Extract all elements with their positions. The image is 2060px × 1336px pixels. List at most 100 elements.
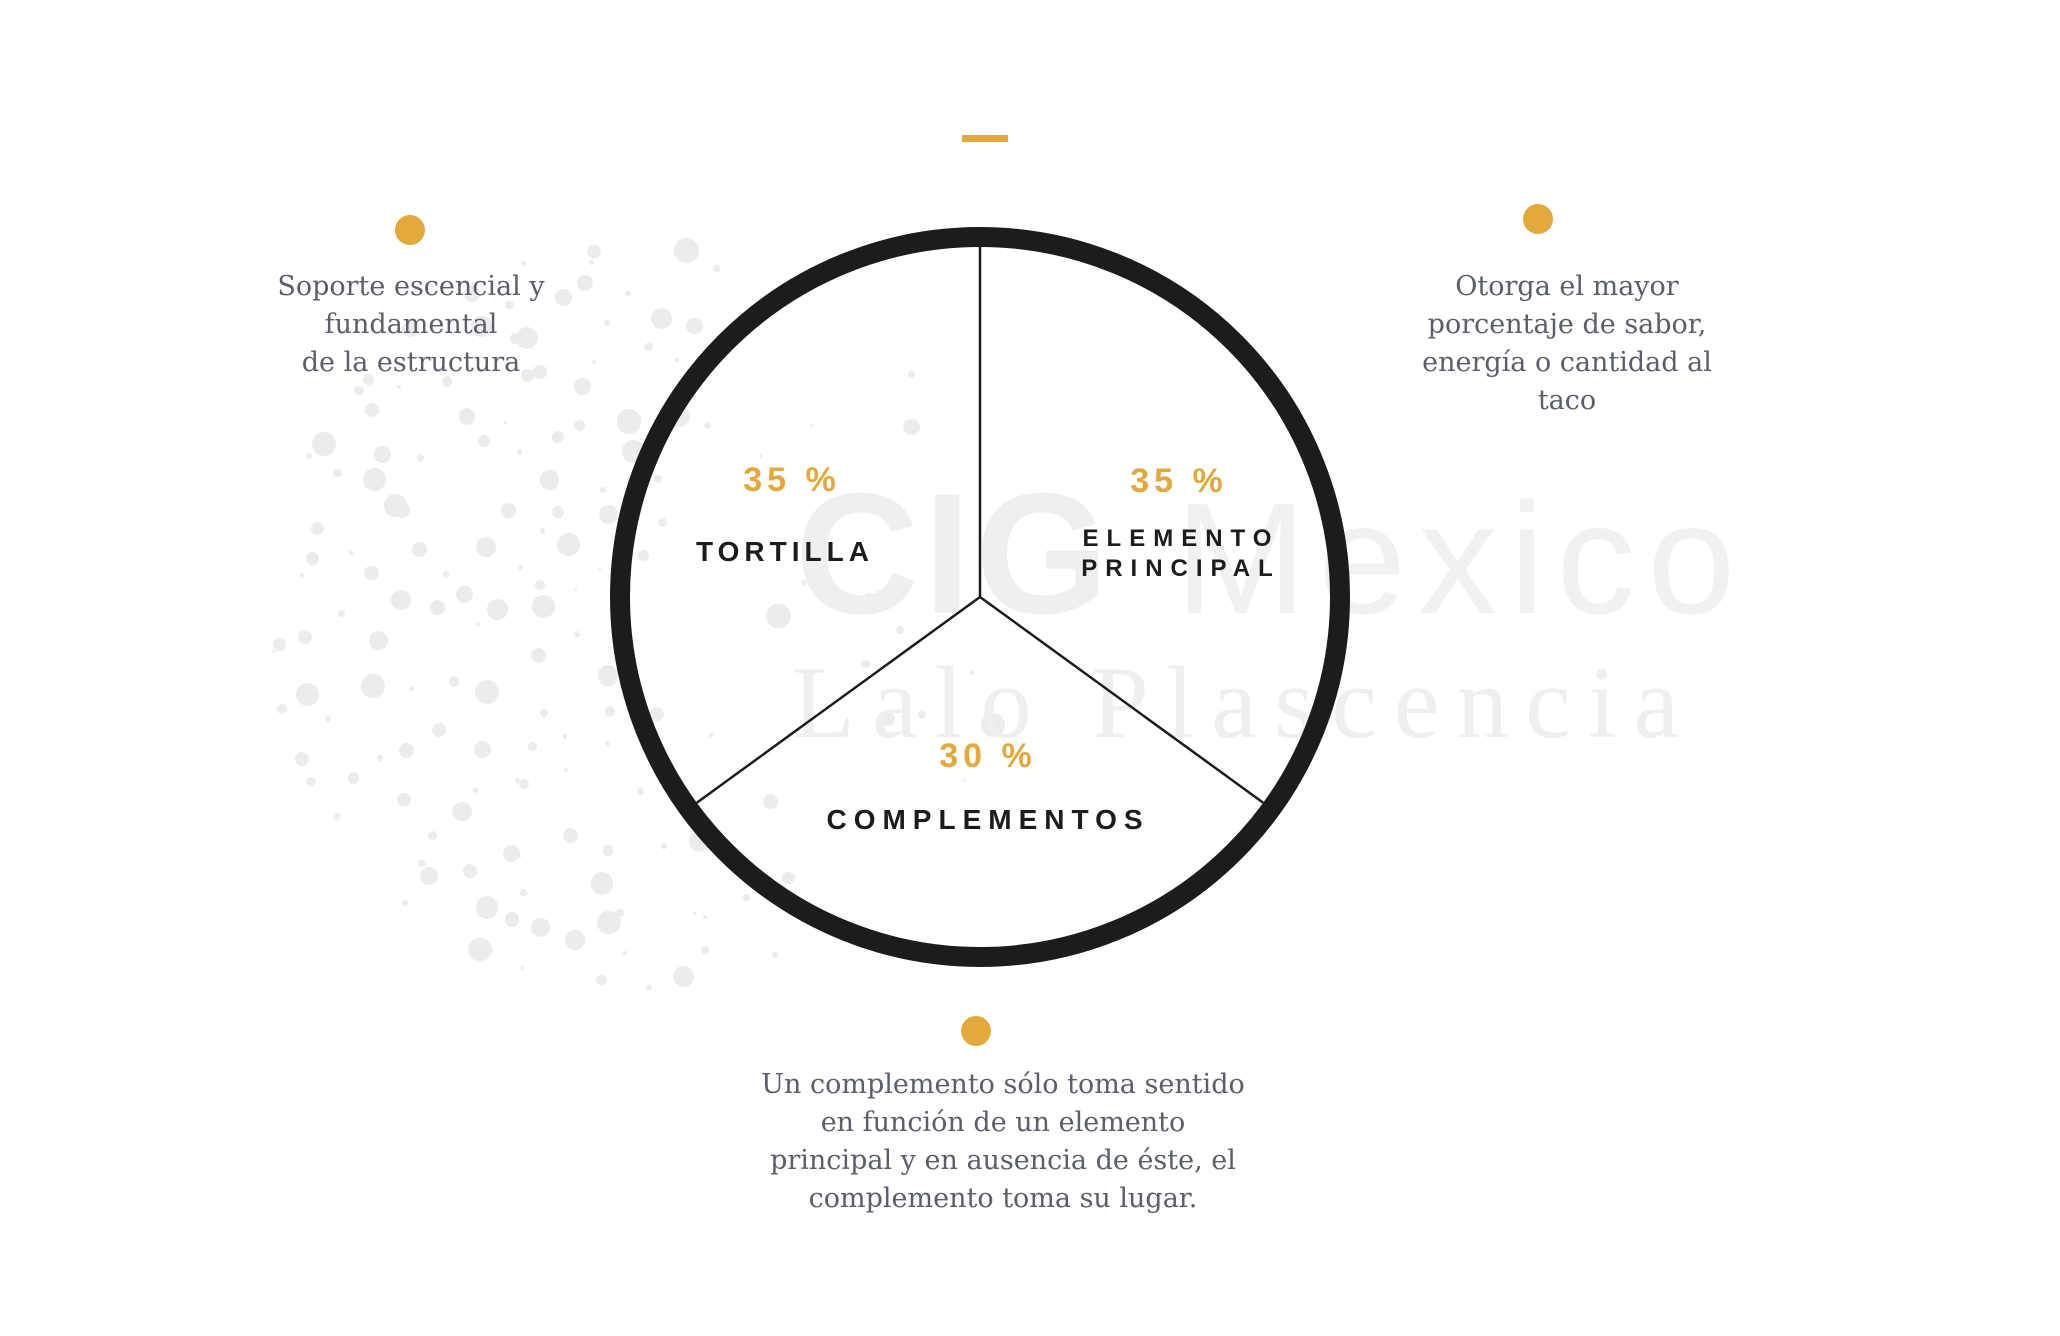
decor-dot	[501, 502, 517, 518]
decor-dot	[616, 409, 641, 434]
decor-dot	[535, 580, 546, 590]
decor-dot	[743, 894, 751, 901]
decor-dot	[908, 371, 915, 378]
decor-dot	[476, 622, 480, 627]
decor-dot	[295, 752, 310, 766]
decor-dot	[364, 403, 379, 418]
decor-dot	[782, 871, 795, 885]
watermark-cig-text: CIG	[795, 458, 1113, 650]
decor-dot	[272, 649, 276, 654]
decor-dot	[637, 550, 649, 561]
decor-dot	[675, 357, 680, 362]
decor-dot	[456, 585, 474, 603]
decor-dot	[700, 946, 709, 955]
decor-dot	[772, 952, 778, 958]
decor-dot	[762, 793, 778, 809]
decor-dot	[555, 289, 572, 306]
complementos-segment-label: COMPLEMENTOS	[826, 804, 1150, 835]
decor-dot	[599, 504, 619, 524]
decor-dot	[564, 768, 569, 773]
decor-dot	[563, 828, 579, 844]
watermark-brand: CIG Mexico	[795, 468, 1747, 640]
decor-dot	[520, 966, 525, 970]
decor-dot	[970, 671, 975, 675]
decor-dot	[551, 430, 564, 443]
bullet-dot-tortilla	[395, 215, 425, 245]
decor-dot	[419, 866, 438, 886]
decor-dot	[880, 712, 895, 727]
decor-dot	[758, 453, 763, 458]
complementos-annotation: Un complemento sólo toma sentido en func…	[761, 1069, 1245, 1214]
decor-dot	[306, 453, 312, 459]
decor-dot	[520, 889, 527, 896]
decor-dot	[603, 319, 611, 327]
decor-dot	[528, 741, 538, 751]
decor-dot	[587, 244, 601, 259]
decor-dot	[588, 260, 595, 266]
decor-dot	[989, 525, 1008, 544]
decor-dot	[597, 910, 621, 935]
decor-dot	[650, 308, 672, 329]
decor-dot	[504, 912, 520, 927]
decor-dot	[360, 673, 385, 698]
decor-dot	[597, 567, 601, 571]
pie-divider-right	[979, 595, 1264, 804]
bullet-dot-elemento-principal	[1523, 204, 1553, 234]
decor-dot	[520, 260, 527, 267]
decor-dot	[409, 686, 414, 692]
decor-dot	[704, 422, 712, 429]
decor-dot	[521, 369, 534, 382]
decor-dot	[540, 709, 548, 717]
decor-dot	[573, 631, 580, 638]
decor-dot	[296, 682, 320, 707]
decor-dot	[600, 486, 607, 493]
decor-dot	[673, 965, 695, 987]
decor-dot	[963, 778, 967, 782]
decor-dot	[467, 367, 472, 372]
decor-dot	[442, 570, 450, 578]
decor-dot	[305, 552, 320, 566]
decor-dot	[504, 420, 508, 424]
bullet-dot-complementos	[961, 1016, 991, 1046]
decor-dot	[903, 418, 920, 436]
decor-dot	[364, 565, 379, 581]
decor-dot	[463, 863, 478, 878]
decor-dot	[539, 470, 560, 490]
decor-dot	[709, 733, 713, 737]
pie-divider-left	[696, 595, 981, 804]
decor-dot	[604, 740, 610, 746]
decor-dot	[448, 676, 460, 688]
decor-dot	[590, 872, 614, 895]
decor-dot	[475, 536, 496, 557]
decor-dot	[487, 599, 509, 620]
decor-dot	[468, 937, 492, 962]
decor-dot	[300, 573, 304, 577]
decor-dot	[354, 385, 364, 396]
decor-dot	[636, 787, 645, 796]
decor-dot	[980, 712, 1006, 738]
decor-dot	[432, 723, 447, 738]
decor-dot	[363, 374, 374, 386]
decor-dot	[464, 286, 480, 302]
decor-dot	[646, 984, 653, 991]
decor-dot	[605, 706, 616, 717]
decor-dot	[518, 565, 523, 570]
elemento-principal-annotation: Otorga el mayor porcentaje de sabor, ene…	[1422, 271, 1712, 416]
elemento-principal-segment-label: ELEMENTO PRINCIPAL	[1081, 525, 1281, 582]
decor-dot	[349, 551, 353, 555]
decor-dot	[515, 777, 521, 783]
decor-dot	[503, 845, 521, 862]
decor-dot	[311, 431, 337, 456]
decor-dot	[325, 716, 332, 723]
decor-dot	[338, 610, 345, 617]
decor-dot	[369, 631, 388, 650]
decor-dot	[712, 264, 721, 273]
watermark-mexico-text: Mexico	[1174, 471, 1748, 647]
decor-dot	[458, 408, 476, 425]
decor-dot	[661, 843, 667, 849]
decor-dot	[801, 580, 807, 585]
decor-dot	[298, 629, 313, 644]
decor-dot	[531, 917, 551, 937]
decor-dot	[625, 290, 631, 297]
decor-dot	[602, 845, 614, 856]
